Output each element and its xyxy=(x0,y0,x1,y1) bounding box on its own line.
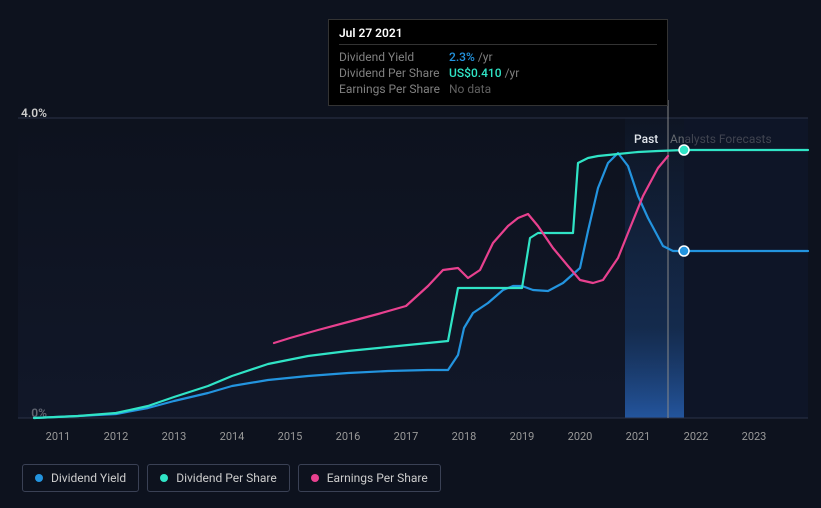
tooltip-row-value: US$0.410 xyxy=(449,66,502,80)
x-axis-tick: 2021 xyxy=(626,430,651,443)
x-axis-tick: 2016 xyxy=(336,430,361,443)
tooltip-row-unit: /yr xyxy=(478,50,493,64)
legend-color-dot xyxy=(35,474,43,482)
tooltip-row-nodata: No data xyxy=(449,82,491,96)
x-axis-tick: 2011 xyxy=(46,430,71,443)
legend-item[interactable]: Dividend Per Share xyxy=(147,464,290,492)
tooltip-date: Jul 27 2021 xyxy=(339,26,657,45)
x-axis-tick: 2022 xyxy=(684,430,709,443)
tooltip-row-unit: /yr xyxy=(505,66,520,80)
x-axis-tick: 2017 xyxy=(394,430,419,443)
line-chart[interactable] xyxy=(18,118,808,428)
chart-tooltip: Jul 27 2021 Dividend Yield2.3%/yrDividen… xyxy=(328,19,668,106)
tooltip-row: Dividend Yield2.3%/yr xyxy=(339,49,657,65)
tooltip-row: Dividend Per ShareUS$0.410/yr xyxy=(339,65,657,81)
tooltip-row: Earnings Per ShareNo data xyxy=(339,81,657,97)
legend-color-dot xyxy=(160,474,168,482)
tooltip-row-label: Earnings Per Share xyxy=(339,82,449,96)
x-axis-tick: 2020 xyxy=(568,430,593,443)
x-axis: 2011 2012 2013 2014 2015 2016 2017 2018 2019 2020… xyxy=(0,430,821,450)
x-axis-tick: 2014 xyxy=(220,430,245,443)
legend-item[interactable]: Dividend Yield xyxy=(22,464,139,492)
x-axis-tick: 2023 xyxy=(742,430,767,443)
x-axis-tick: 2018 xyxy=(452,430,477,443)
x-axis-tick: 2012 xyxy=(104,430,129,443)
tooltip-row-label: Dividend Per Share xyxy=(339,66,449,80)
legend-label: Earnings Per Share xyxy=(327,471,428,485)
x-axis-tick: 2013 xyxy=(162,430,187,443)
legend-label: Dividend Yield xyxy=(51,471,126,485)
x-axis-tick: 2019 xyxy=(510,430,535,443)
legend-label: Dividend Per Share xyxy=(176,471,277,485)
legend-color-dot xyxy=(311,474,319,482)
legend-item[interactable]: Earnings Per Share xyxy=(298,464,441,492)
tooltip-row-value: 2.3% xyxy=(449,50,475,64)
x-axis-tick: 2015 xyxy=(278,430,303,443)
chart-legend: Dividend Yield Dividend Per Share Earnings… xyxy=(22,464,441,492)
tooltip-row-label: Dividend Yield xyxy=(339,50,449,64)
